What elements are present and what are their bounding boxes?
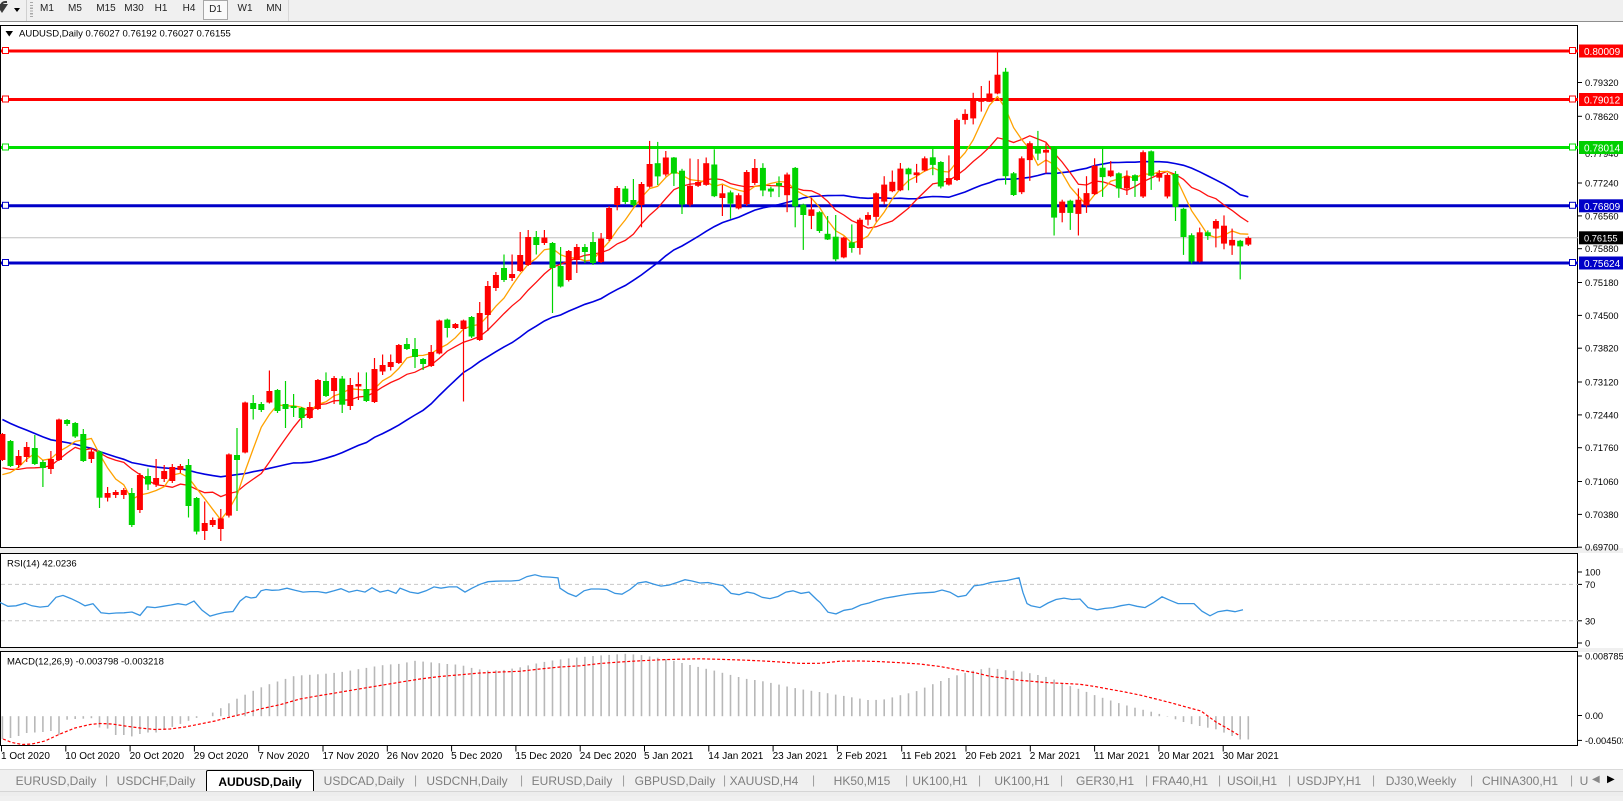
- svg-text:0.76809: 0.76809: [1584, 202, 1621, 213]
- svg-text:0.77240: 0.77240: [1585, 179, 1619, 189]
- svg-text:10 Oct 2020: 10 Oct 2020: [65, 751, 120, 762]
- svg-text:14 Jan 2021: 14 Jan 2021: [708, 751, 763, 762]
- svg-text:26 Nov 2020: 26 Nov 2020: [387, 751, 444, 762]
- svg-text:0.78014: 0.78014: [1584, 144, 1621, 155]
- svg-text:0.75624: 0.75624: [1584, 259, 1621, 270]
- svg-text:MACD(12,26,9) -0.003798 -0.003: MACD(12,26,9) -0.003798 -0.003218: [7, 657, 164, 668]
- svg-text:0.75880: 0.75880: [1585, 244, 1619, 254]
- svg-text:-0.004503: -0.004503: [1585, 736, 1623, 746]
- svg-text:30: 30: [1585, 616, 1595, 626]
- svg-text:5 Jan 2021: 5 Jan 2021: [644, 751, 694, 762]
- svg-text:0.74500: 0.74500: [1585, 311, 1619, 321]
- svg-text:29 Oct 2020: 29 Oct 2020: [194, 751, 249, 762]
- svg-text:0.73820: 0.73820: [1585, 344, 1619, 354]
- svg-text:20 Feb 2021: 20 Feb 2021: [966, 751, 1023, 762]
- svg-text:70: 70: [1585, 580, 1595, 590]
- svg-text:0.70380: 0.70380: [1585, 510, 1619, 520]
- svg-text:0.80009: 0.80009: [1584, 47, 1621, 58]
- svg-text:5 Dec 2020: 5 Dec 2020: [451, 751, 503, 762]
- svg-text:0.00: 0.00: [1585, 711, 1603, 721]
- svg-text:30 Mar 2021: 30 Mar 2021: [1223, 751, 1280, 762]
- svg-text:20 Oct 2020: 20 Oct 2020: [130, 751, 185, 762]
- svg-text:0.78620: 0.78620: [1585, 112, 1619, 122]
- svg-text:17 Nov 2020: 17 Nov 2020: [323, 751, 380, 762]
- svg-text:2 Feb 2021: 2 Feb 2021: [837, 751, 888, 762]
- svg-text:0.71760: 0.71760: [1585, 443, 1619, 453]
- svg-text:0.76155: 0.76155: [1584, 233, 1618, 243]
- svg-text:11 Feb 2021: 11 Feb 2021: [901, 751, 957, 762]
- svg-text:1 Oct 2020: 1 Oct 2020: [1, 751, 50, 762]
- svg-text:0: 0: [1585, 639, 1590, 649]
- svg-text:0.71060: 0.71060: [1585, 477, 1619, 487]
- svg-text:0.72440: 0.72440: [1585, 410, 1619, 420]
- svg-text:0.73120: 0.73120: [1585, 378, 1619, 388]
- svg-text:100: 100: [1585, 568, 1601, 578]
- svg-text:20 Mar 2021: 20 Mar 2021: [1158, 751, 1215, 762]
- svg-text:24 Dec 2020: 24 Dec 2020: [580, 751, 637, 762]
- svg-text:0.75180: 0.75180: [1585, 278, 1619, 288]
- svg-text:11 Mar 2021: 11 Mar 2021: [1094, 751, 1150, 762]
- svg-text:0.69700: 0.69700: [1585, 543, 1619, 553]
- svg-text:15 Dec 2020: 15 Dec 2020: [515, 751, 572, 762]
- svg-text:0.76560: 0.76560: [1585, 211, 1619, 221]
- svg-text:0.79012: 0.79012: [1584, 96, 1621, 107]
- svg-text:2 Mar 2021: 2 Mar 2021: [1030, 751, 1081, 762]
- svg-text:RSI(14) 42.0236: RSI(14) 42.0236: [7, 559, 77, 570]
- svg-text:AUDUSD,Daily 0.76027 0.76192: AUDUSD,Daily 0.76027 0.76192 0.76027 0.7…: [19, 29, 231, 40]
- svg-text:0.008785: 0.008785: [1585, 652, 1623, 662]
- svg-text:7 Nov 2020: 7 Nov 2020: [258, 751, 310, 762]
- svg-text:23 Jan 2021: 23 Jan 2021: [773, 751, 828, 762]
- svg-text:0.79320: 0.79320: [1585, 78, 1619, 88]
